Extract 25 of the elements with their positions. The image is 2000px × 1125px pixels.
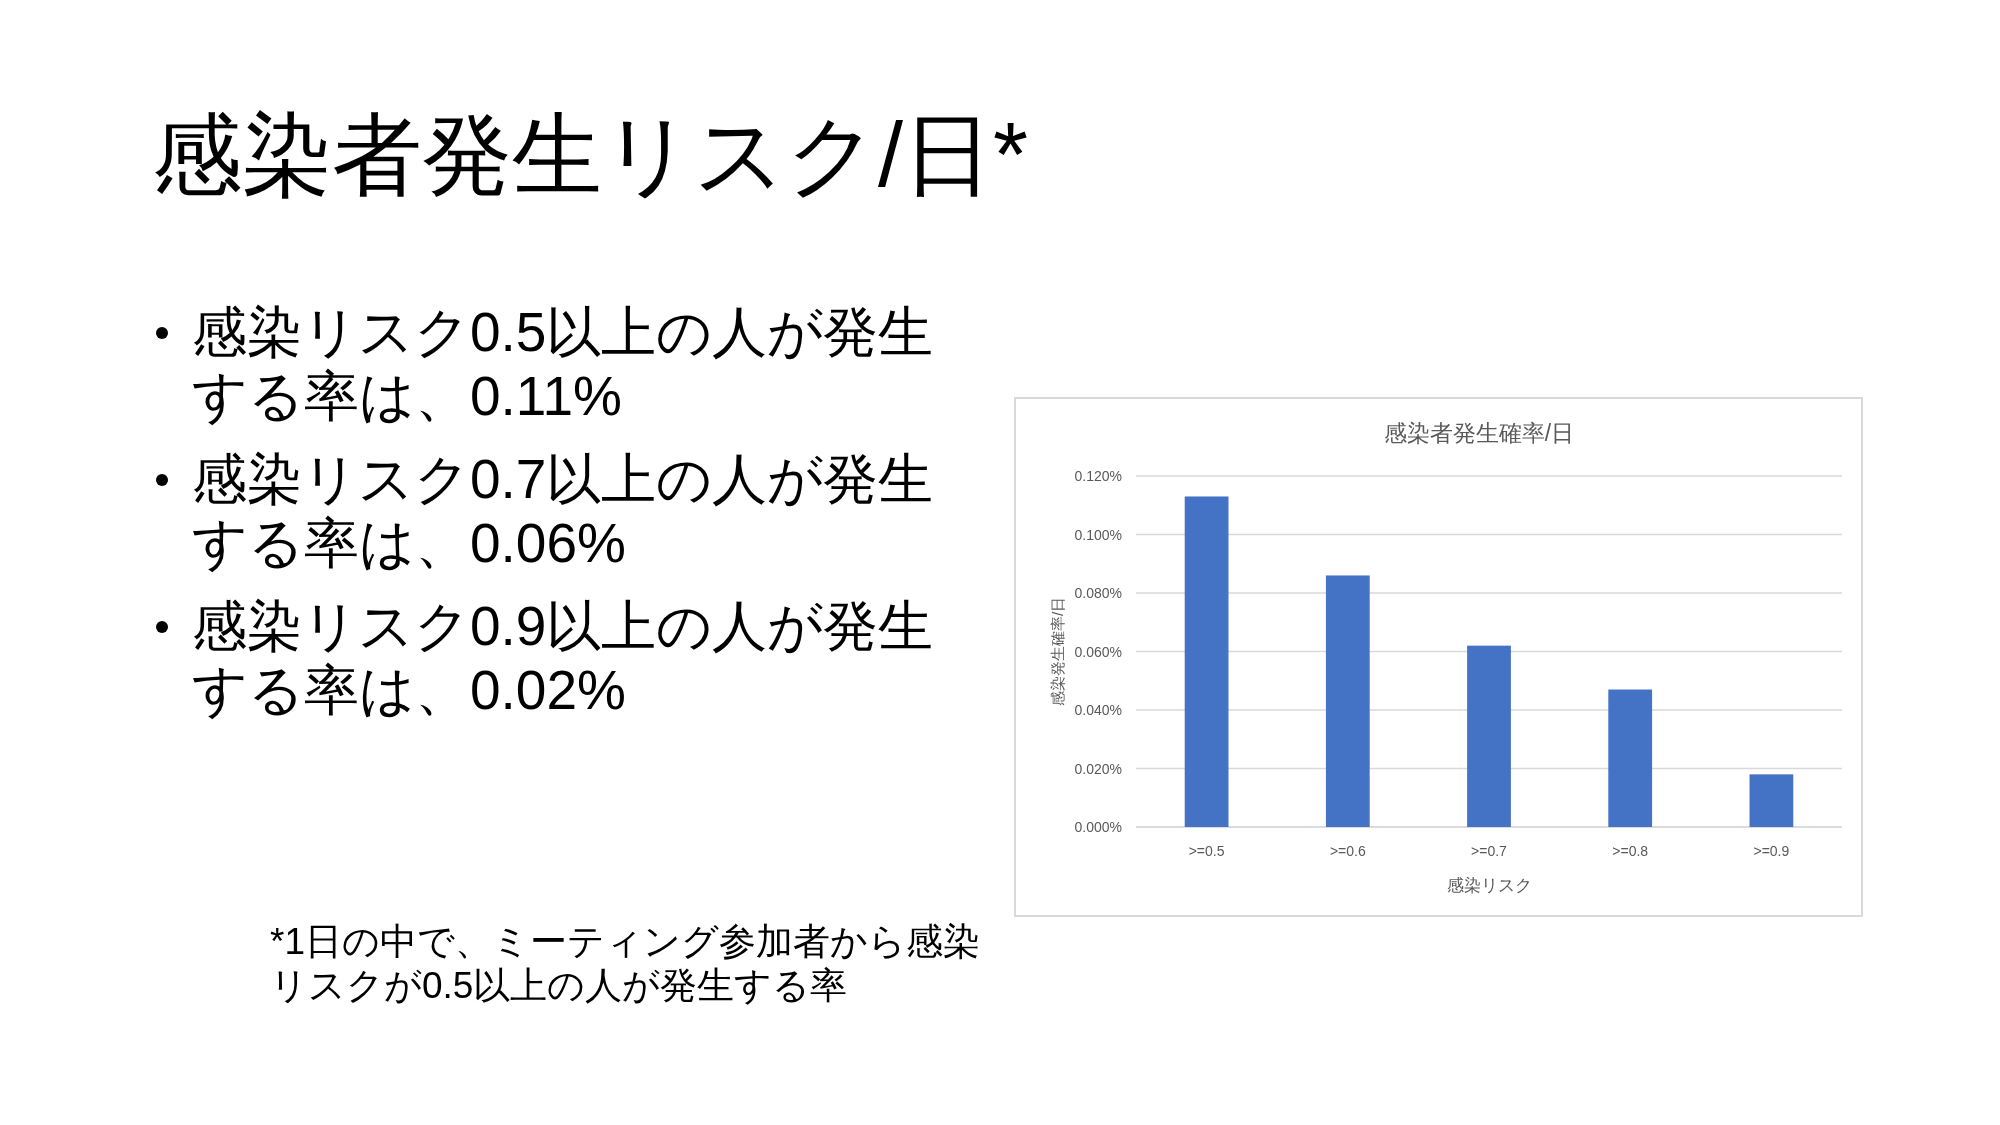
x-tick-label: >=0.5 (1188, 843, 1225, 859)
y-axis-title: 感染発生確率/日 (1049, 596, 1066, 707)
y-tick-label: 0.000% (1074, 819, 1122, 835)
x-axis-title: 感染リスク (1446, 876, 1532, 895)
y-tick-label: 0.120% (1074, 468, 1122, 484)
y-tick-label: 0.020% (1074, 760, 1122, 777)
text: 感染者発生リスク/日* (152, 104, 1029, 207)
x-tick-label: >=0.7 (1471, 843, 1508, 859)
y-tick-label: 0.040% (1074, 702, 1122, 718)
bar (1749, 774, 1794, 827)
y-tick-label: 0.100% (1074, 526, 1122, 543)
x-tick-label: >=0.8 (1612, 843, 1649, 859)
bar (1467, 645, 1511, 827)
text: 感染リスク0.9以上の人が発生する率は、0.02% (192, 594, 935, 722)
bar (1325, 575, 1370, 827)
y-tick-label: 0.080% (1074, 585, 1122, 601)
text: 感染リスク0.7以上の人が発生する率は、0.06% (192, 447, 935, 575)
y-tick-label: 0.060% (1074, 643, 1122, 660)
text: *1日の中で、ミーティング参加者から感染リスクが0.5以上の人が発生する率 (270, 920, 981, 1008)
bar (1608, 689, 1653, 827)
text: 感染リスク0.5以上の人が発生する率は、0.11% (192, 300, 935, 428)
chart-title: 感染者発生確率/日 (1383, 420, 1575, 446)
x-tick-label: >=0.6 (1329, 843, 1366, 859)
bar (1184, 496, 1229, 827)
x-tick-label: >=0.9 (1753, 843, 1790, 859)
